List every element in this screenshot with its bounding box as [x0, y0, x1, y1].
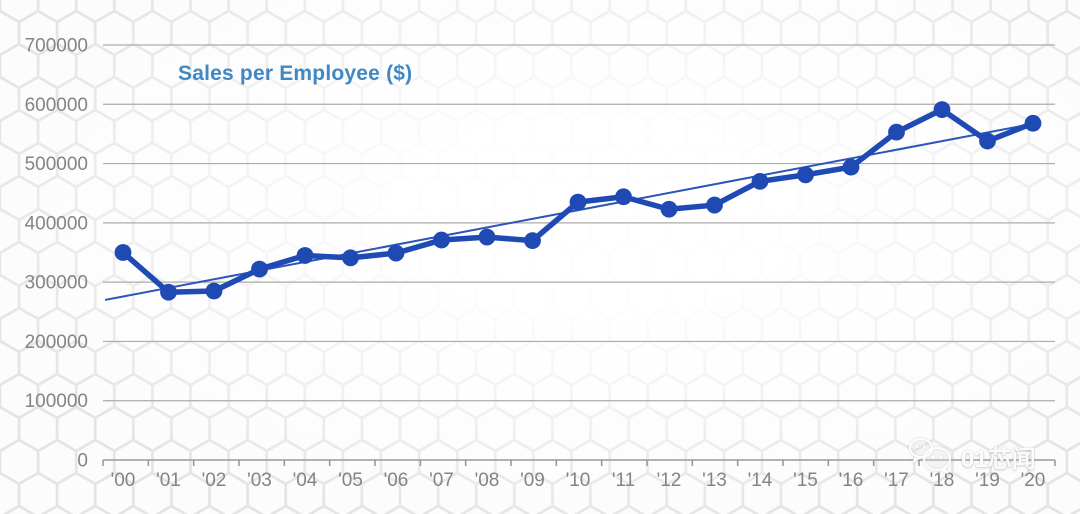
y-axis-tick-label: 500000 — [25, 154, 88, 175]
y-axis-tick-label: 200000 — [25, 332, 88, 353]
data-point-marker — [342, 249, 359, 267]
data-point-marker — [842, 158, 860, 176]
y-axis-tick-label: 600000 — [25, 95, 88, 116]
chart-title: Sales per Employee ($) — [178, 62, 413, 85]
data-point-marker — [160, 283, 177, 301]
y-axis-tick-label: 0 — [77, 451, 88, 472]
x-axis-tick-label: '12 — [657, 470, 682, 491]
x-axis-tick-label: '02 — [202, 470, 227, 491]
data-point-marker — [933, 101, 951, 119]
data-point-marker — [478, 228, 496, 246]
data-point-marker — [569, 193, 587, 211]
x-axis-tick-label: '05 — [338, 470, 363, 491]
x-axis-tick-label: '03 — [247, 470, 272, 491]
y-axis-tick-label: 700000 — [25, 36, 88, 57]
data-point-marker — [296, 247, 314, 264]
x-axis-tick-label: '11 — [612, 470, 635, 491]
watermark-text: 01芯闻 — [961, 445, 1036, 473]
x-axis-tick-label: '07 — [429, 470, 454, 491]
x-axis-tick-label: '06 — [384, 470, 409, 491]
x-axis-tick-label: '01 — [156, 470, 181, 491]
y-axis-tick-label: 300000 — [25, 273, 88, 294]
data-point-marker — [660, 200, 678, 218]
data-point-marker — [1024, 114, 1042, 132]
y-axis-tick-label: 100000 — [25, 391, 88, 412]
data-point-marker — [205, 282, 223, 300]
data-point-marker — [524, 232, 541, 250]
data-point-marker — [751, 172, 769, 190]
data-point-marker — [979, 132, 996, 150]
data-point-marker — [706, 196, 723, 214]
data-point-marker — [114, 244, 132, 261]
data-point-marker — [433, 231, 450, 249]
watermark: 01芯闻 — [908, 438, 1036, 474]
x-axis-tick-label: '04 — [293, 470, 318, 491]
x-axis-tick-label: '17 — [884, 470, 909, 491]
x-axis-tick-label: '09 — [520, 470, 545, 491]
data-point-marker — [251, 260, 268, 278]
data-point-marker — [888, 123, 905, 141]
x-axis-tick-label: '00 — [111, 470, 136, 491]
x-axis-tick-label: '16 — [839, 470, 864, 491]
data-point-marker — [797, 166, 814, 184]
x-axis-tick-label: '08 — [475, 470, 500, 491]
y-axis-tick-label: 400000 — [25, 213, 88, 234]
data-point-marker — [387, 244, 405, 262]
wechat-chat-bubbles-icon — [909, 438, 951, 474]
data-point-marker — [615, 188, 632, 206]
x-axis-tick-label: '10 — [566, 470, 591, 491]
x-axis-tick-label: '15 — [793, 470, 818, 491]
x-axis-tick-label: '13 — [702, 470, 727, 491]
x-axis-tick-label: '14 — [748, 470, 773, 491]
